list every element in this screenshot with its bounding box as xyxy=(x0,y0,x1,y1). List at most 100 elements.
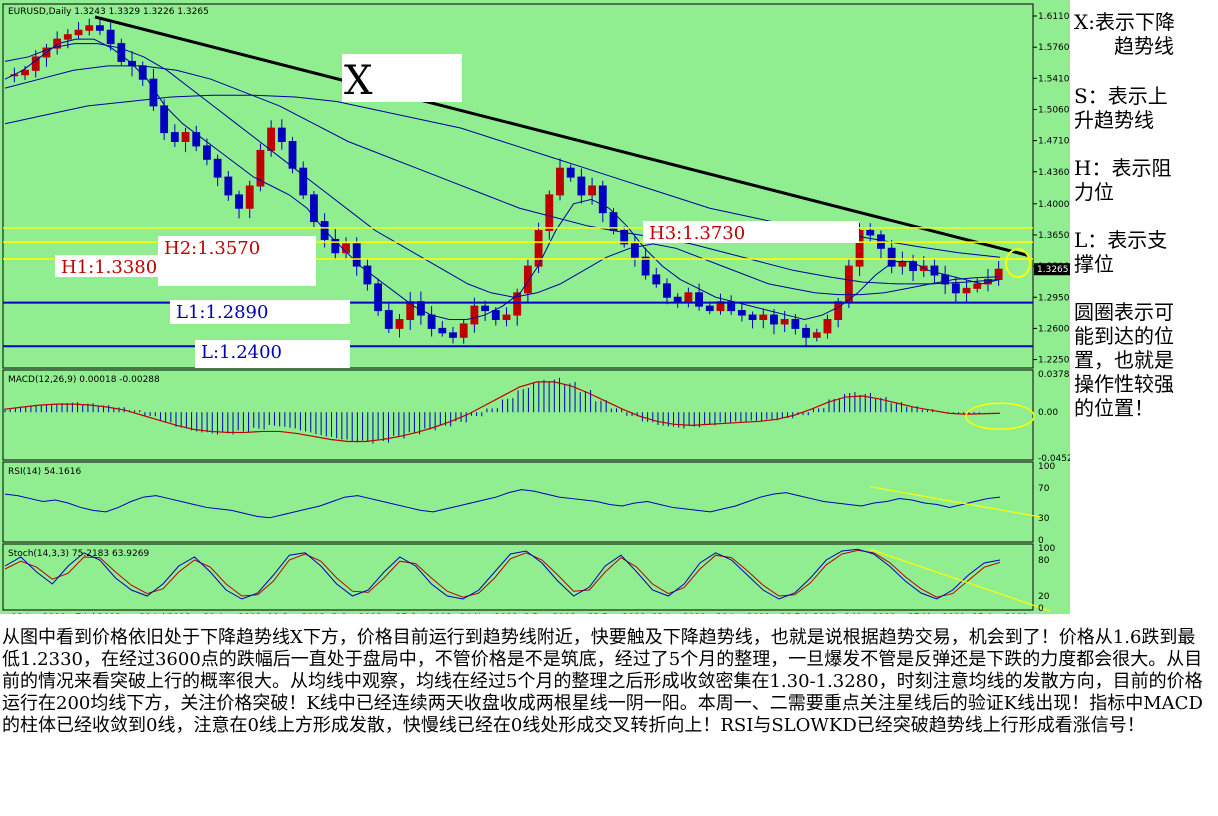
macd-label: MACD(12,26,9) 0.00018 -0.00288 xyxy=(8,375,160,385)
candle-body xyxy=(331,238,340,254)
candle-body xyxy=(705,305,714,312)
candle-body xyxy=(652,274,661,285)
candle-body xyxy=(470,305,479,325)
candle-body xyxy=(695,292,704,307)
candle-body xyxy=(620,230,629,245)
candle-body xyxy=(866,230,875,236)
stoch-tick-label: 20 xyxy=(1038,592,1050,602)
candle-body xyxy=(288,141,297,169)
last-price-tag xyxy=(1034,263,1070,276)
level-label-L2: L:1.2400 xyxy=(201,342,282,363)
candle-body xyxy=(267,127,276,151)
trendline-label: X xyxy=(344,58,373,104)
candle-body xyxy=(663,283,671,298)
candle-body xyxy=(213,158,222,178)
candle-body xyxy=(117,43,126,62)
price-tick-label: 1.4000 xyxy=(1038,200,1070,210)
last-price-label: 1.3265 xyxy=(1037,265,1069,275)
symbol-label: EURUSD,Daily 1.3243 1.3329 1.3226 1.3265 xyxy=(8,7,209,17)
time-tick-label: 18 Feb 2009 xyxy=(780,613,836,614)
candle-body xyxy=(406,301,415,321)
rsi-tick-label: 30 xyxy=(1038,514,1050,524)
macd-panel-frame xyxy=(2,369,1034,461)
time-tick-label: 29 Jul 2008 xyxy=(140,613,191,614)
candle-body xyxy=(352,243,361,267)
candle-body xyxy=(374,283,383,312)
candle-body xyxy=(588,185,597,196)
candle-body xyxy=(384,310,393,329)
candle-body xyxy=(748,314,757,320)
downtrend-line-x xyxy=(94,15,1029,257)
candle-body xyxy=(299,167,308,196)
candle-body xyxy=(224,176,233,196)
candle-body xyxy=(235,194,243,209)
time-tick-label: 15 Apr 2009 xyxy=(972,613,1028,614)
candle-body xyxy=(160,105,169,134)
candle-body xyxy=(192,132,201,147)
price-tick-label: 1.5760 xyxy=(1038,43,1070,53)
rsi-series xyxy=(4,486,1046,519)
candle-body xyxy=(363,265,372,285)
time-tick-label: 3 Dec 2008 xyxy=(524,613,576,614)
candle-body xyxy=(802,327,810,338)
trendline-label-box xyxy=(342,54,462,102)
candle-body xyxy=(834,301,843,321)
chart-background xyxy=(0,0,1070,614)
macd-tick-label: -0.04529 xyxy=(1038,454,1070,464)
candle-body xyxy=(898,261,907,267)
candle-body xyxy=(85,25,94,31)
candle-body xyxy=(909,261,917,272)
price-levels: H1:1.3380 H2:1.3570 H3:1.3730 L1:1.2890 L:1.… xyxy=(3,221,1033,368)
price-tick-label: 1.4360 xyxy=(1038,168,1070,178)
candle-body xyxy=(181,132,190,143)
candle-body xyxy=(598,185,607,214)
candle-body xyxy=(21,69,29,76)
stoch-trendline xyxy=(869,548,1051,612)
candle-body xyxy=(523,265,532,294)
stoch-label: Stoch(14,3,3) 75.2183 63.9269 xyxy=(8,549,149,559)
candle-body xyxy=(459,323,468,338)
time-tick-label: 27 Oct 2008 xyxy=(396,613,452,614)
level-label-box-L1 xyxy=(170,300,350,324)
price-tick-label: 1.4710 xyxy=(1038,137,1070,147)
stoch-panel-frame xyxy=(2,543,1034,611)
candle-body xyxy=(823,319,832,334)
legend-x-note: X:表示下降 趋势线 xyxy=(1074,10,1175,58)
macd-tick-label: 0.03784 xyxy=(1038,370,1070,380)
stoch-tick-label: 0 xyxy=(1038,604,1044,614)
candle-body xyxy=(170,132,179,143)
target-circle xyxy=(1005,248,1031,279)
candle-body xyxy=(63,34,72,40)
moving-average-ma_fast xyxy=(4,38,1001,321)
time-tick-label: 11 Sep 2008 xyxy=(268,613,325,614)
time-tick-label: 14 Nov 2008 xyxy=(460,613,518,614)
candle-body xyxy=(641,256,650,276)
candle-body xyxy=(737,310,746,316)
rsi-tick-label: 70 xyxy=(1038,484,1050,494)
candle-body xyxy=(887,247,896,267)
candle-body xyxy=(491,310,500,321)
rsi-tick-label: 0 xyxy=(1038,536,1044,546)
candle-body xyxy=(53,38,62,49)
legend-l-note: L：表示支 撑位 xyxy=(1074,228,1168,276)
candle-body xyxy=(74,29,83,36)
time-tick-label: 9 Mar 2009 xyxy=(844,613,896,614)
legend-h-note: H：表示阻 力位 xyxy=(1074,156,1172,204)
price-tick-label: 1.6110 xyxy=(1038,12,1070,22)
macd-signal-line xyxy=(4,381,1001,443)
rsi-line xyxy=(4,489,1001,519)
candle-body xyxy=(502,314,511,320)
level-label-box-H1 xyxy=(55,255,170,277)
level-label-H2: H2:1.3570 xyxy=(164,238,260,259)
level-label-box-H3 xyxy=(643,221,859,243)
time-tick-label: 27 Mar 2009 xyxy=(908,613,965,614)
level-label-box-H2 xyxy=(158,236,316,286)
macd-tick-label: 0.00 xyxy=(1038,408,1058,418)
time-tick-label: 22 Dec 2008 xyxy=(588,613,646,614)
rsi-label: RSI(14) 54.1616 xyxy=(8,467,81,477)
candle-body xyxy=(534,230,543,267)
candle-body xyxy=(973,283,982,289)
legend-circle-note: 圆圈表示可 能到达的位 置，也就是 操作性较强 的位置！ xyxy=(1074,300,1174,420)
candle-body xyxy=(673,296,682,303)
price-tick-label: 1.2250 xyxy=(1038,356,1070,366)
